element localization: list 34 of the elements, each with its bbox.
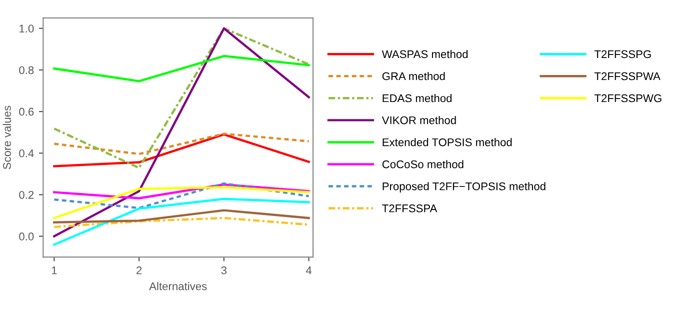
legend-label: Proposed T2FF−TOPSIS method [382,182,546,192]
legend-label: GRA method [382,72,445,80]
line-series [53,27,310,169]
y-tick-label: 0.6 [19,108,34,116]
line-series [53,133,310,168]
legend-label: T2FFSSPWA [594,72,660,80]
x-tick-label: 4 [306,266,312,274]
x-tick-label: 3 [221,266,227,274]
x-tick-label: 1 [52,266,57,274]
legend-label: Extended TOPSIS method [382,138,512,146]
y-tick-label: 0.4 [19,149,34,158]
y-tick-label: 0.2 [19,190,34,199]
y-tick-label: 1.0 [20,24,34,33]
legend-label: VIKOR method [382,116,456,124]
y-tick-label: 0.0 [19,232,34,240]
line-series [53,182,310,210]
line-series [53,132,310,156]
line-series [53,198,310,246]
x-tick-label: 2 [136,266,142,274]
x-axis-title: Alternatives [149,282,207,290]
legend-label: EDAS method [382,94,452,102]
line-series [53,183,310,200]
legend-label: T2FFSSPA [382,204,438,212]
line-series [53,216,310,228]
legend-label: T2FFSSPWG [594,94,662,102]
legend-label: T2FFSSPG [594,50,651,58]
legend-label: WASPAS method [382,50,468,58]
line-series [53,209,310,224]
line-series [53,54,310,82]
line-series [53,186,310,220]
legend-label: CoCoSo method [382,160,464,168]
line-series [53,27,310,238]
y-tick-label: 0.8 [19,66,34,74]
y-axis-title: Score values [2,106,11,170]
